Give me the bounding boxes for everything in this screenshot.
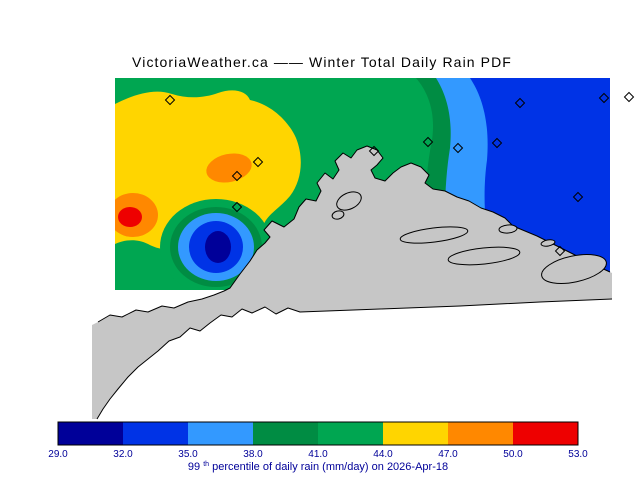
station-marker [231,201,243,213]
station-marker [252,156,264,168]
island [336,191,362,211]
station-marker [514,97,526,109]
colorbar-segment-32.0-35.0 [123,422,188,445]
coastline-vancouver-island [97,145,611,323]
page-title: VictoriaWeather.ca —— Winter Total Daily… [132,54,512,70]
colorbar-tick-label: 50.0 [503,449,523,460]
contour-core-red-50-53 [118,207,142,227]
water-strait [92,146,612,419]
station-marker [623,91,635,103]
colorbar-border [57,421,579,446]
station-marker [452,142,464,154]
coastline-olympic-peninsula [96,298,613,420]
island [498,224,518,234]
colorbar: 29.0 32.0 35.0 38.0 41.0 44.0 47.0 50.0 53.0 [48,421,588,460]
island [331,210,345,220]
colorbar-tick-label: 41.0 [308,449,328,460]
island [399,226,469,244]
colorbar-tick-label: 53.0 [568,449,588,460]
colorbar-segment-35.0-38.0 [188,422,253,445]
station-marker [231,170,243,182]
station-marker [554,245,566,257]
colorbar-tick-label: 44.0 [373,449,393,460]
caption-superscript: th [203,461,209,468]
colorbar-segment-47.0-50.0 [448,422,513,445]
station-markers [164,91,635,257]
station-marker [368,145,380,157]
station-marker [491,137,503,149]
colorbar-segment-38.0-41.0 [253,422,318,445]
colorbar-tick-label: 47.0 [438,449,458,460]
island [540,239,556,247]
colorbar-segment-29.0-32.0 [58,422,123,445]
station-marker [422,136,434,148]
islands-group [331,191,607,284]
colorbar-segments [58,422,578,445]
station-marker [164,94,176,106]
island [541,254,607,284]
station-marker [598,92,610,104]
colorbar-tick-label: 38.0 [243,449,263,460]
station-marker [572,191,584,203]
contour-min-core-navy-29-32 [205,231,231,263]
colorbar-tick-label: 35.0 [178,449,198,460]
colorbar-ticks: 29.0 32.0 35.0 38.0 41.0 44.0 47.0 50.0 53.0 [48,449,588,460]
caption-rest: percentile of daily rain (mm/day) on 202… [212,461,448,473]
colorbar-tick-label: 29.0 [48,449,68,460]
colorbar-segment-41.0-44.0 [318,422,383,445]
colorbar-segment-44.0-47.0 [383,422,448,445]
colorbar-caption: 99 th percentile of daily rain (mm/day) … [188,457,448,473]
colorbar-tick-label: 32.0 [113,449,133,460]
caption-base: 99 [188,461,200,473]
colorbar-segment-50.0-53.0 [513,422,578,445]
island [447,246,521,266]
